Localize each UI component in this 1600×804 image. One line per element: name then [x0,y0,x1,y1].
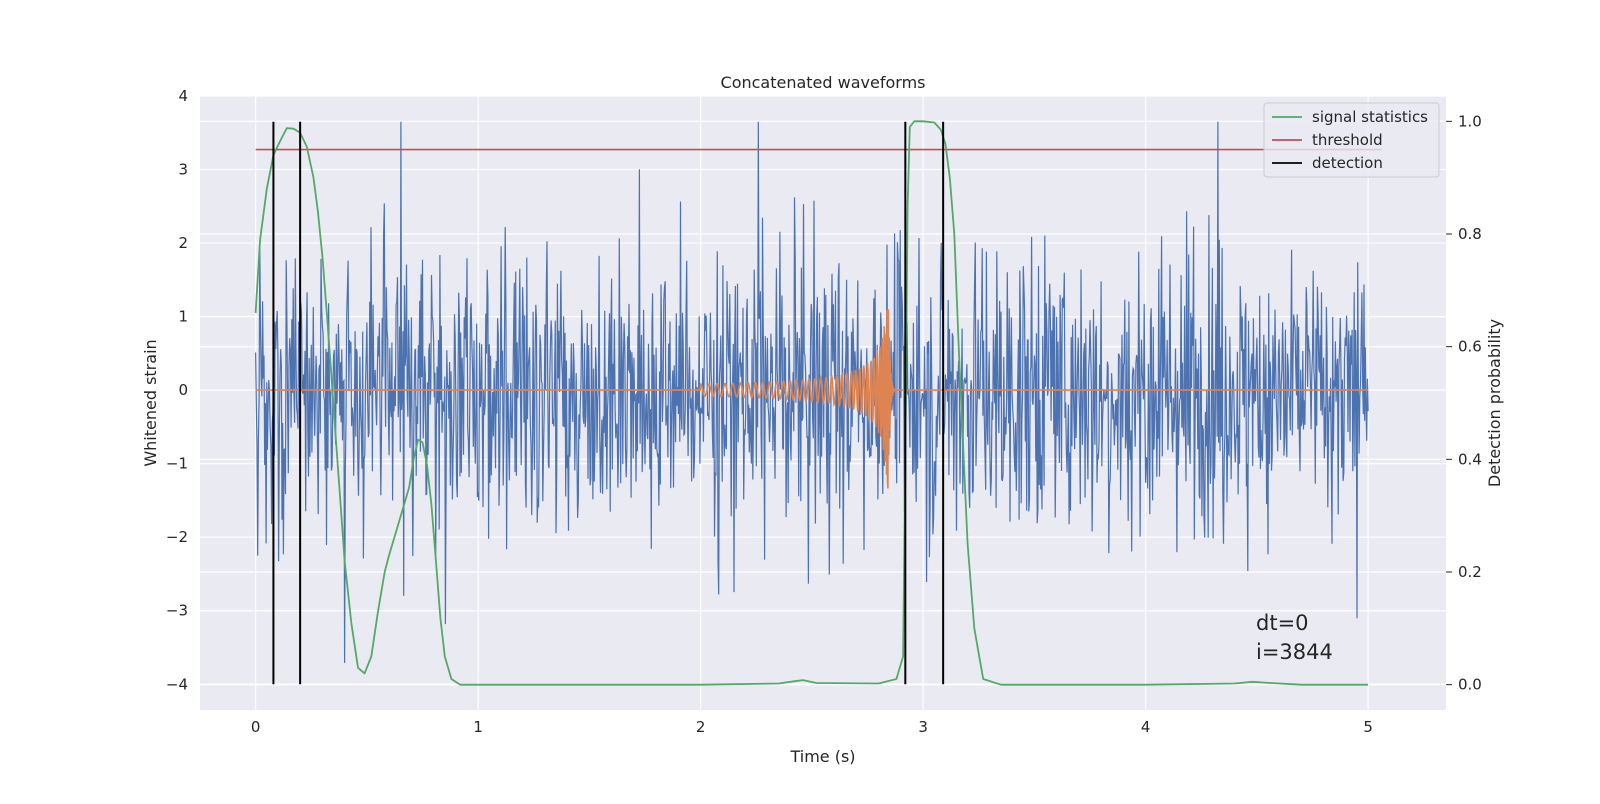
y-right-tick-label: 0.0 [1458,676,1482,694]
y-axis-label: Whitened strain [141,339,160,466]
x-tick-label: 2 [696,718,706,736]
annotation-i: i=3844 [1256,640,1333,664]
strain-noise-line [255,121,1369,664]
y-axis-right-label: Detection probability [1485,319,1504,487]
legend-box [1263,102,1440,178]
y-tick-label: −4 [166,675,188,693]
legend-label-signal-statistics: signal statistics [1312,108,1428,126]
y-right-tick-label: 0.8 [1458,225,1482,243]
x-tick-label: 0 [251,718,261,736]
x-tick-label: 4 [1141,718,1151,736]
y-tick-label: 1 [178,308,188,326]
y-right-tick-label: 0.6 [1458,338,1482,356]
legend: signal statistics threshold detection [1263,102,1440,178]
y-tick-label: 2 [178,234,188,252]
signal-statistics-line [254,120,1369,686]
x-axis-label: Time (s) [789,747,855,766]
chart-title: Concatenated waveforms [721,73,926,92]
legend-label-threshold: threshold [1312,131,1383,149]
x-tick-label: 3 [918,718,928,736]
x-tick-label: 5 [1363,718,1373,736]
y-tick-label: −2 [166,528,188,546]
legend-label-detection: detection [1312,154,1383,172]
y-tick-label: −1 [166,455,188,473]
y-tick-label: 0 [178,381,188,399]
y-tick-label: −3 [166,602,188,620]
y-right-tick-label: 0.4 [1458,450,1482,468]
y-right-tick-label: 1.0 [1458,112,1482,130]
ticks-layer: 0 1 2 3 4 5 −4 −3 −2 −1 0 1 2 3 4 0.0 0.2 0.4 0.6 0.8 1.0 [166,87,1482,736]
y-tick-label: 4 [178,87,188,105]
y-right-tick-label: 0.2 [1458,563,1482,581]
injected-waveform-line [255,309,1369,489]
annotation-dt: dt=0 [1256,611,1309,635]
y-tick-label: 3 [178,161,188,179]
x-tick-label: 1 [473,718,483,736]
series-layer [254,120,1383,686]
